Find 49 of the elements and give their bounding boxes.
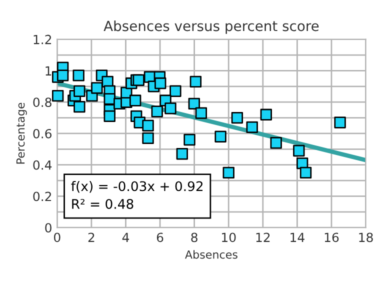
point [176, 148, 188, 160]
y-tick-label: 0 [45, 223, 52, 233]
point [142, 132, 154, 144]
point [129, 94, 142, 106]
x-tick-label: 6 [156, 232, 164, 242]
x-tick-label: 14 [290, 232, 304, 242]
point [184, 134, 196, 146]
x-tick-label: 10 [222, 232, 236, 242]
point [56, 70, 69, 82]
annotation: f(x) = -0.03x + 0.92 R² = 0.48 [71, 180, 203, 209]
point [293, 144, 305, 157]
point [142, 120, 154, 132]
x-tick-label: 12 [256, 232, 270, 242]
point [188, 98, 200, 110]
x-tick-label: 2 [88, 232, 94, 242]
x-tick-label: 8 [191, 232, 198, 242]
x-tick-label: 4 [122, 232, 130, 242]
y-axis-title: Percentage [16, 102, 27, 164]
point [214, 130, 226, 142]
y-tick-label: 0.4 [33, 160, 52, 170]
y-tick-label: 0.2 [33, 192, 52, 202]
point [151, 106, 163, 118]
point [164, 102, 176, 114]
point [74, 100, 86, 113]
point [91, 82, 103, 94]
point [154, 77, 166, 90]
y-tick-label: 0.6 [33, 128, 52, 138]
point [74, 85, 86, 97]
point [195, 107, 208, 119]
point [190, 76, 202, 88]
point [260, 108, 272, 120]
point [300, 166, 312, 179]
point [334, 116, 346, 128]
point [222, 166, 234, 179]
x-tick-label: 18 [359, 232, 373, 242]
y-tick-label: 0.8 [33, 98, 52, 108]
y-tick-label: 1 [46, 66, 52, 76]
chart-title: Absences versus percent score [104, 20, 319, 34]
point [170, 85, 182, 97]
point [231, 112, 244, 124]
point [270, 137, 282, 149]
x-tick-label: 0 [54, 232, 60, 242]
point [246, 121, 258, 134]
x-axis-title: Absences [185, 250, 238, 259]
point [72, 70, 84, 82]
x-tick-label: 16 [324, 232, 339, 242]
y-tick-label: 1.2 [34, 34, 52, 44]
point [52, 90, 64, 102]
point [104, 110, 116, 122]
